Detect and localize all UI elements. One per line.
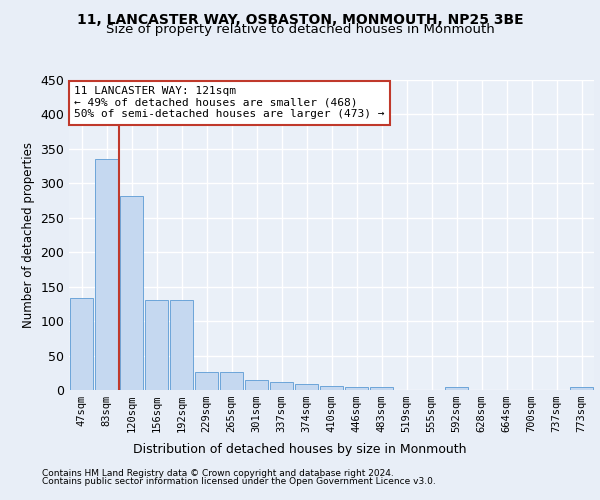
Bar [70, 298, 93, 390]
Bar [570, 387, 593, 390]
Bar [220, 372, 243, 390]
Bar [370, 387, 393, 390]
Bar [120, 196, 143, 390]
Bar [195, 372, 218, 390]
Text: Size of property relative to detached houses in Monmouth: Size of property relative to detached ho… [106, 22, 494, 36]
Text: Contains public sector information licensed under the Open Government Licence v3: Contains public sector information licen… [42, 477, 436, 486]
Text: Contains HM Land Registry data © Crown copyright and database right 2024.: Contains HM Land Registry data © Crown c… [42, 468, 394, 477]
Bar [320, 386, 343, 390]
Bar [295, 384, 318, 390]
Text: 11 LANCASTER WAY: 121sqm
← 49% of detached houses are smaller (468)
50% of semi-: 11 LANCASTER WAY: 121sqm ← 49% of detach… [74, 86, 385, 120]
Text: 11, LANCASTER WAY, OSBASTON, MONMOUTH, NP25 3BE: 11, LANCASTER WAY, OSBASTON, MONMOUTH, N… [77, 12, 523, 26]
Bar [445, 387, 468, 390]
Text: Distribution of detached houses by size in Monmouth: Distribution of detached houses by size … [133, 442, 467, 456]
Y-axis label: Number of detached properties: Number of detached properties [22, 142, 35, 328]
Bar [95, 159, 118, 390]
Bar [345, 386, 368, 390]
Bar [145, 300, 168, 390]
Bar [245, 380, 268, 390]
Bar [270, 382, 293, 390]
Bar [170, 300, 193, 390]
